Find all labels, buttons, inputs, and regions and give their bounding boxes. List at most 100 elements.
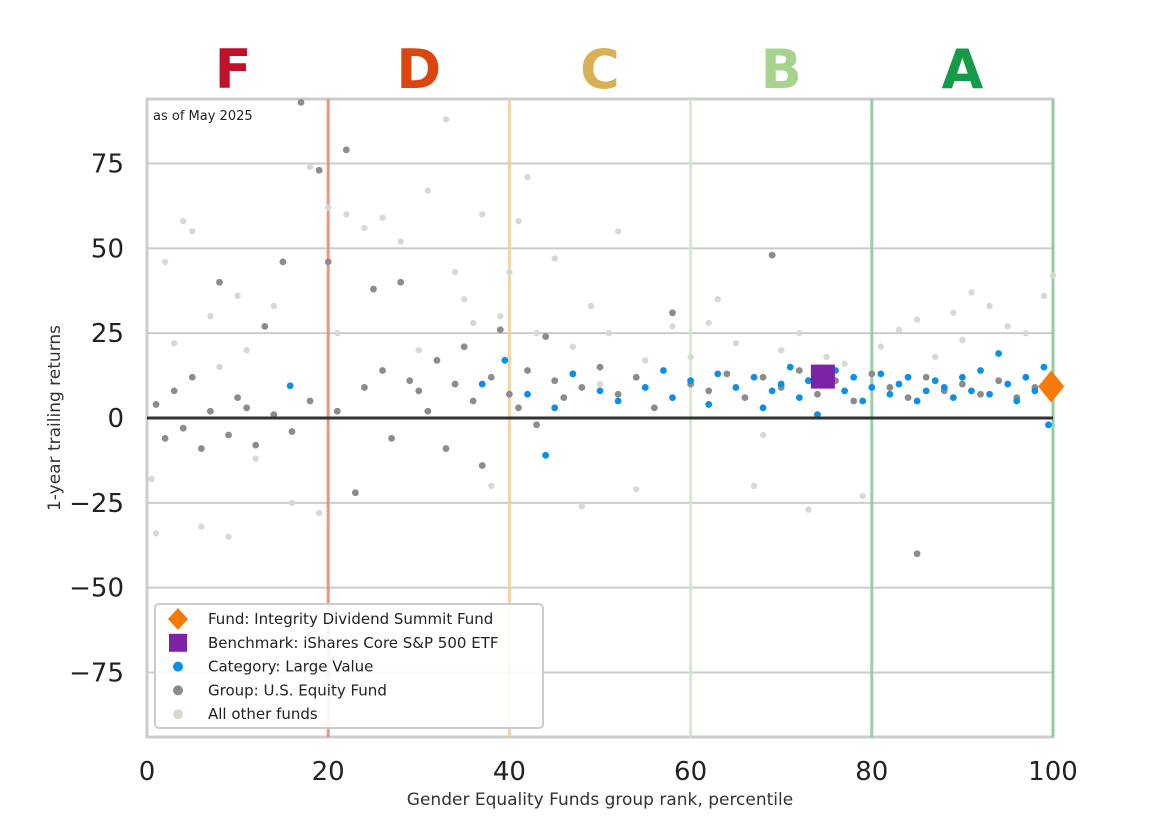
data-point <box>406 377 414 385</box>
data-point <box>234 292 241 300</box>
data-point <box>180 217 187 225</box>
fund-marker <box>1038 370 1065 403</box>
data-point <box>342 146 350 154</box>
data-point <box>460 296 468 303</box>
x-tick-label: 60 <box>674 757 707 787</box>
data-point <box>379 367 386 374</box>
data-point <box>515 217 522 225</box>
data-point <box>478 462 486 469</box>
data-point <box>669 309 676 317</box>
data-point <box>542 451 550 459</box>
data-point <box>995 350 1003 357</box>
data-point <box>488 482 495 490</box>
data-point <box>705 319 712 327</box>
legend-point-swatch <box>173 685 183 696</box>
grade-label-f: F <box>215 38 252 101</box>
data-point <box>469 397 477 405</box>
data-point <box>415 387 423 395</box>
data-point <box>569 343 577 350</box>
data-point <box>578 384 586 391</box>
data-point <box>388 434 396 442</box>
data-points <box>148 98 1057 558</box>
data-point <box>1022 373 1030 381</box>
data-point <box>297 98 305 106</box>
data-point <box>705 387 713 395</box>
data-point <box>460 343 468 351</box>
data-point <box>759 431 767 439</box>
data-point <box>759 373 767 381</box>
y-tick-label: −75 <box>69 659 124 689</box>
legend-box <box>154 603 544 729</box>
x-tick-label: 20 <box>312 757 345 787</box>
data-point <box>931 377 939 385</box>
data-point <box>895 326 903 333</box>
data-point <box>587 302 595 310</box>
data-point <box>614 390 622 398</box>
data-point <box>1004 380 1012 388</box>
data-point <box>351 489 359 497</box>
data-point <box>596 363 604 371</box>
data-point <box>732 340 740 347</box>
data-point <box>533 329 540 337</box>
data-point <box>759 404 767 412</box>
data-point <box>479 211 486 218</box>
data-point <box>442 445 450 452</box>
data-point <box>424 187 432 194</box>
data-point <box>524 390 531 398</box>
data-point <box>306 163 314 171</box>
data-point <box>913 397 921 405</box>
data-point <box>977 367 984 374</box>
grade-label-b: B <box>761 38 802 101</box>
data-point <box>614 397 622 405</box>
data-point <box>451 268 459 276</box>
data-point <box>886 390 894 398</box>
data-point <box>959 380 966 388</box>
data-point <box>234 394 242 402</box>
data-point <box>642 357 649 364</box>
data-point <box>1013 397 1021 405</box>
legend-label: Fund: Integrity Dividend Summit Fund <box>208 610 493 628</box>
data-point <box>841 360 848 367</box>
data-point <box>1040 363 1048 371</box>
data-point <box>723 370 731 378</box>
x-axis-title: Gender Equality Funds group rank, percen… <box>407 790 793 810</box>
data-point <box>714 370 722 378</box>
data-point <box>261 322 269 330</box>
data-point <box>152 401 160 408</box>
data-point <box>932 353 939 361</box>
y-tick-label: 0 <box>107 404 124 434</box>
data-point <box>950 309 957 316</box>
data-point <box>614 228 622 235</box>
data-point <box>515 404 522 412</box>
grade-label-d: D <box>396 38 441 101</box>
data-point <box>922 387 930 395</box>
data-point <box>687 353 694 361</box>
data-point <box>669 394 676 402</box>
grade-label-c: C <box>580 38 620 101</box>
data-point <box>270 302 278 310</box>
data-point <box>850 373 858 381</box>
data-point <box>379 214 386 221</box>
data-point <box>868 384 876 391</box>
x-tick-labels: 0 20 40 60 80 100 <box>139 757 1078 787</box>
data-point <box>959 373 966 381</box>
data-point <box>795 394 803 402</box>
data-point <box>886 384 894 391</box>
y-tick-label: −25 <box>69 489 124 519</box>
data-point <box>343 211 350 218</box>
data-point <box>152 530 160 537</box>
data-point <box>361 224 368 232</box>
data-point <box>288 499 296 507</box>
data-point <box>1031 387 1039 395</box>
data-point <box>170 387 178 395</box>
data-point <box>225 431 232 439</box>
data-point <box>904 394 912 402</box>
data-point <box>868 370 876 378</box>
data-point <box>243 404 251 412</box>
legend: Fund: Integrity Dividend Summit Fund Benc… <box>154 603 544 729</box>
grade-label-a: A <box>942 38 984 101</box>
legend-point-swatch <box>173 661 183 672</box>
data-point <box>949 394 957 402</box>
y-axis-title: 1-year trailing returns <box>45 325 65 511</box>
data-point <box>478 380 486 388</box>
